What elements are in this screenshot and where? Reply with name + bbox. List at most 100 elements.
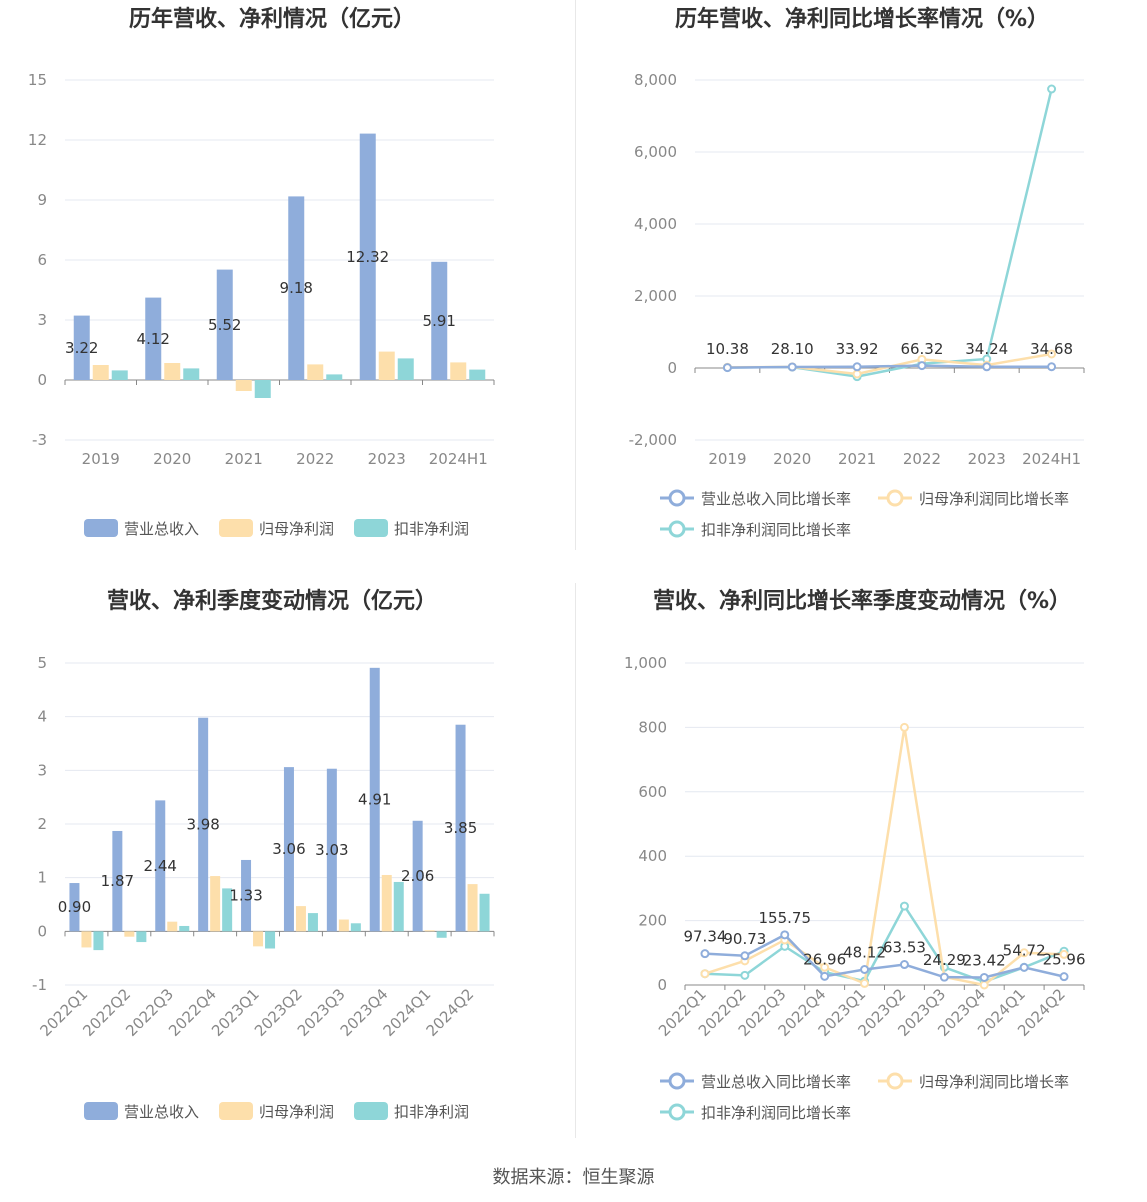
bar [235,380,252,391]
bar [155,800,166,932]
x-tick-label: 2021 [225,450,263,468]
series-line [727,364,1052,369]
y-tick-label: 15 [28,71,47,89]
series-line [727,88,1053,378]
legend-label: 扣非净利润同比增长率 [701,1104,851,1122]
data-label: 24.29 [923,951,966,969]
bar [222,888,233,932]
legend-label: 营业总收入同比增长率 [701,1073,851,1091]
legend-label: 扣非净利润同比增长率 [701,521,851,539]
legend-marker [886,1072,904,1090]
x-tick-label: 2022 [903,450,941,468]
bar [283,767,294,932]
data-point [780,930,790,940]
annual-growth-rate-svg: 历年营收、净利同比增长率情况（%） -2,000 0 2,000 4,000 6,000 8… [629,6,1085,539]
x-tick-label: 2020 [153,450,191,468]
legend-marker [886,489,904,507]
legend-swatch [219,1102,253,1120]
y-tick-label: 3 [37,311,47,329]
y-tick-label: 3 [37,761,47,779]
bar [69,883,80,932]
data-label: 3.22 [65,339,98,357]
bar [450,362,467,380]
bar [81,931,92,948]
data-label: 63.53 [883,939,926,957]
data-point [852,362,862,372]
y-tick-label: -1 [32,976,47,994]
data-point [979,980,989,990]
y-tick-label: 2 [37,815,47,833]
y-tick-label: 200 [638,912,667,930]
legend-marker [668,1103,686,1121]
bar [431,261,448,380]
panel-divider [575,0,576,550]
data-label: 12.32 [346,248,389,266]
data-point [787,362,797,372]
data-label: 5.52 [208,316,241,334]
data-point [1047,362,1057,372]
bar [111,370,128,380]
bar [378,351,395,380]
data-point [860,965,870,975]
y-tick-label: 600 [638,783,667,801]
bar [136,931,147,943]
legend-label: 归母净利润同比增长率 [919,490,1069,508]
bar [179,925,190,932]
legend-label: 归母净利润 [259,1103,334,1121]
y-tick-label: 800 [638,718,667,736]
bar [216,269,233,380]
chart-title: 营收、净利同比增长率季度变动情况（%） [653,588,1071,614]
legend-swatch [354,519,388,537]
legend-label: 扣非净利润 [394,520,469,538]
bar [93,931,104,951]
bar [424,930,435,932]
bar [326,374,343,380]
data-label: 3.85 [444,819,477,837]
data-point [1019,948,1029,958]
data-label: 90.73 [723,930,766,948]
y-tick-label: 6 [37,251,47,269]
y-tick-label: -3 [32,431,47,449]
data-label: 66.32 [900,340,943,358]
data-label: 3.03 [315,841,348,859]
quarterly-revenue-profit-chart: 营收、净利季度变动情况（亿元） -1 0 1 2 3 4 5 2022Q1 2022Q2 2022Q… [0,583,573,1158]
y-tick-label: 4,000 [634,215,677,233]
y-tick-label: 6,000 [634,143,677,161]
bar [436,931,447,938]
data-label: 5.91 [423,312,456,330]
data-source: 数据来源：恒生聚源 [492,1167,655,1188]
x-tick-label: 2023 [968,450,1006,468]
bar [467,884,478,932]
data-label: 4.12 [137,330,170,348]
x-tick-label: 2022 [296,450,334,468]
series-line [704,903,1065,984]
legend-label: 营业总收入同比增长率 [701,490,851,508]
y-tick-label: 9 [37,191,47,209]
data-label: 3.06 [272,840,305,858]
bar [265,931,276,949]
data-point [1059,949,1069,959]
data-point [899,722,909,732]
data-point [899,960,909,970]
bar [369,667,380,932]
bar [412,820,423,932]
data-point [1019,962,1029,972]
legend-label: 营业总收入 [124,1103,199,1121]
legend-swatch [84,1102,118,1120]
panel-divider [575,583,576,1138]
legend-swatch [219,519,253,537]
data-label: 48.12 [843,944,886,962]
data-point [1047,349,1057,359]
legend-marker [668,1072,686,1090]
bar [254,380,271,398]
data-label: 23.42 [963,951,1006,969]
data-point [939,972,949,982]
bar [295,906,306,932]
x-tick-label: 2024Q2 [423,985,478,1040]
bar [253,931,264,947]
bar [167,921,178,932]
data-label: 34.24 [965,340,1008,358]
data-label: 10.38 [706,340,749,358]
quarterly-revenue-profit-svg: 营收、净利季度变动情况（亿元）-10123452022Q12022Q22022Q… [32,588,495,1121]
bar [164,363,181,380]
